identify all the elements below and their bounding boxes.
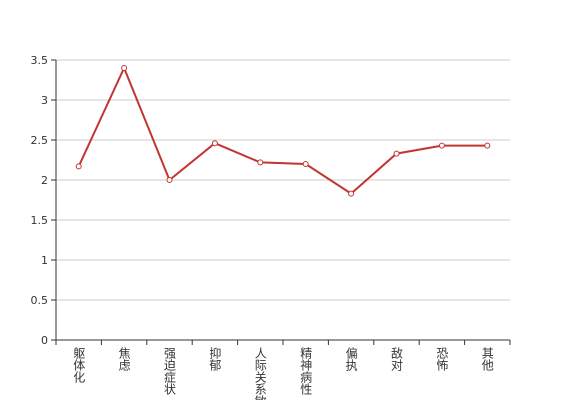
point [348, 190, 355, 197]
y-tick-label: 0.5 [31, 294, 49, 307]
x-tick-label: 敌对 [390, 346, 404, 371]
x-tick-label: 焦虑 [117, 347, 131, 371]
y-tick-label: 1.5 [31, 214, 49, 227]
y-tick-label: 1 [41, 254, 48, 267]
x-tick-label: 恐怖 [435, 347, 449, 371]
y-tick-label: 2.5 [31, 134, 49, 147]
line [77, 65, 488, 195]
point [166, 177, 173, 183]
y-tick-label: 3.5 [31, 54, 49, 67]
point [393, 150, 400, 157]
point [257, 159, 264, 166]
point [484, 142, 491, 149]
x-tick-label: 抑郁 [208, 346, 222, 372]
y-tick-label: 2 [41, 174, 48, 187]
point [121, 65, 128, 71]
y-tick-label: 0 [41, 334, 48, 347]
x-tick-label: 躯体化 [72, 346, 86, 384]
point [211, 140, 218, 147]
point [302, 161, 309, 167]
point [438, 142, 445, 149]
x-tick-label: 精神病性 [299, 347, 313, 396]
x-tick-label: 人际关系敏感 [253, 347, 267, 400]
y-tick-label: 3 [41, 94, 48, 107]
x-tick-label: 强迫症状 [163, 347, 177, 395]
x-tick-label: 其他 [480, 347, 494, 371]
point [75, 163, 82, 170]
x-tick-label: 偏执 [344, 346, 358, 372]
